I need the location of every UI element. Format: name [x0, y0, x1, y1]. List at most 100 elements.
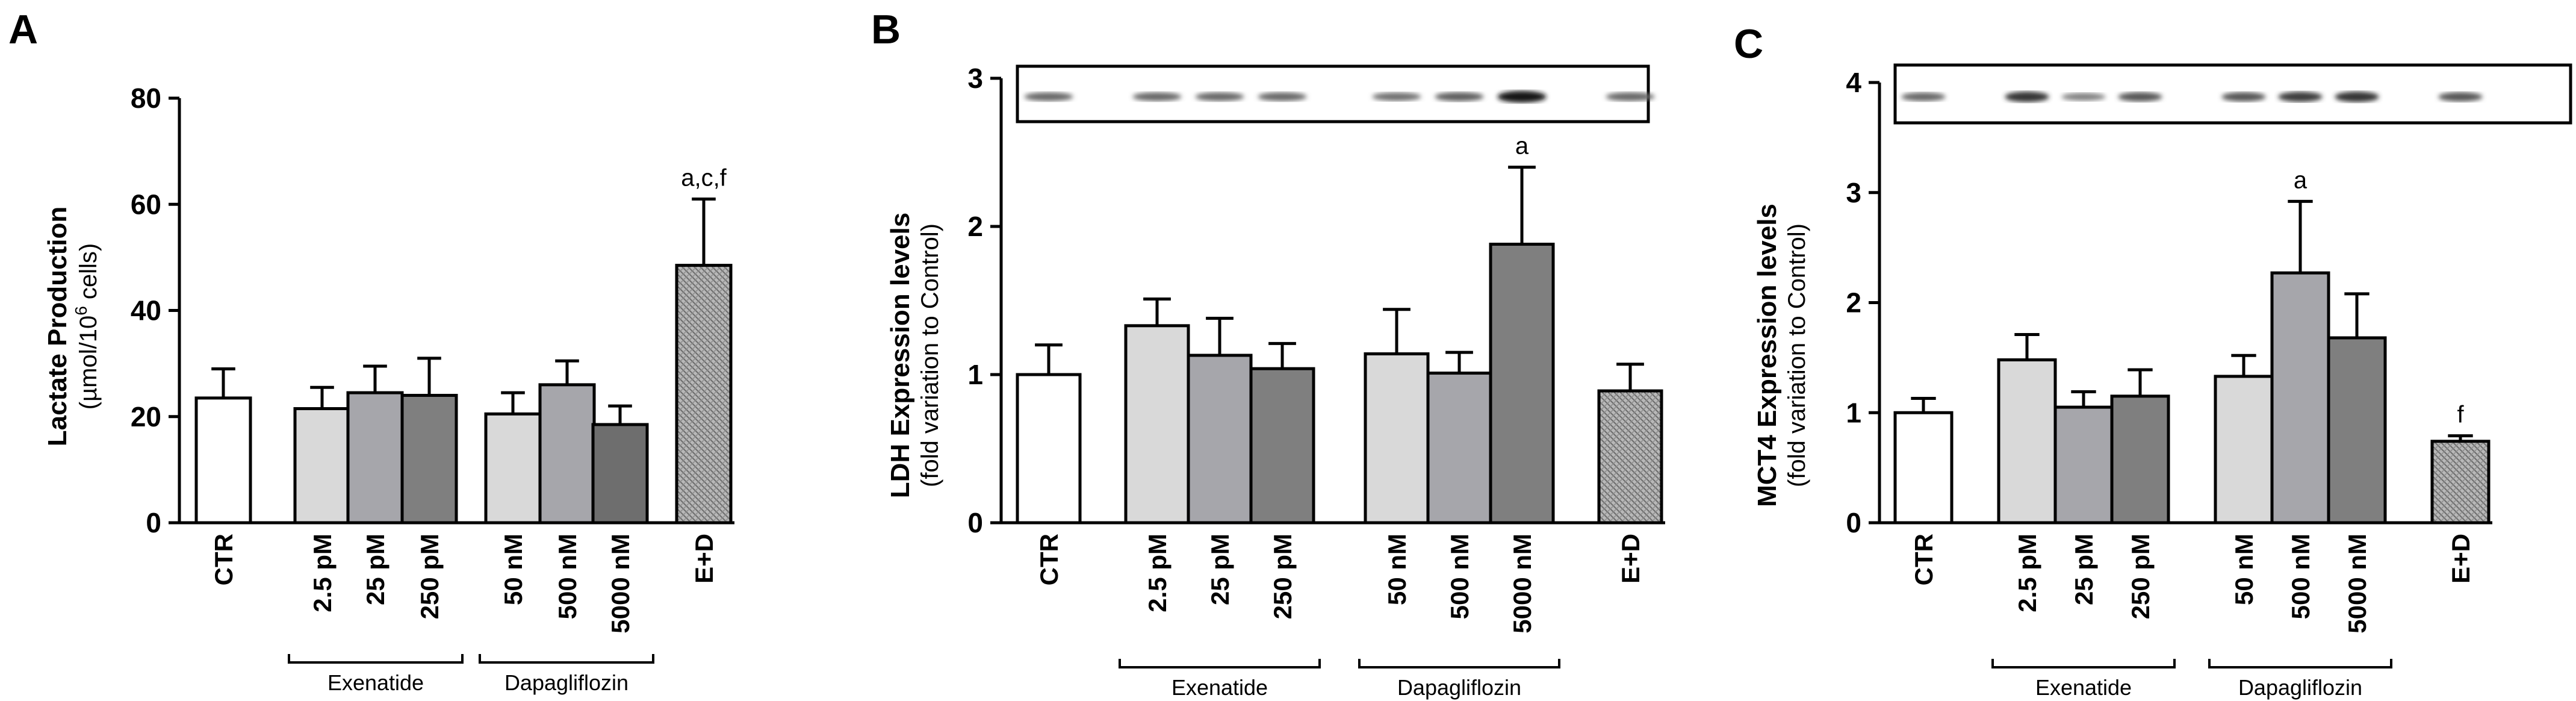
panel-b-letter: B — [871, 7, 901, 52]
panel-c-x-tick-label: 250 pM — [2126, 534, 2155, 619]
panel-c-blot-band — [2438, 92, 2483, 102]
panel-c-bar — [2327, 336, 2387, 525]
panel-a-x-tick-label: 500 nM — [553, 534, 582, 619]
panel-a-bar — [293, 407, 351, 525]
panel-a-x-tick-label: 2.5 pM — [308, 534, 337, 612]
panel-b-blot-band — [1258, 92, 1307, 101]
panel-c-letter: C — [1734, 21, 1763, 67]
panel-c-group-label: Exenatide — [2035, 675, 2132, 700]
panel-c-blot-band — [1901, 92, 1946, 102]
panel-c-bar — [2214, 375, 2274, 525]
panel-b-blot-band — [1606, 92, 1655, 101]
panel-c-group-bracket — [1991, 659, 2176, 668]
panel-a-x-tick-label: 250 pM — [415, 534, 444, 619]
panel-b-ylabel-unit: (fold variation to Control) — [917, 223, 943, 487]
panel-b-significance-label: a — [1515, 133, 1529, 160]
panel-b-blot-band — [1435, 92, 1484, 102]
panel-b-x-tick-label: 2.5 pM — [1143, 534, 1172, 612]
panel-b-blot-band — [1132, 92, 1182, 101]
panel-b-y-tick-label: 3 — [967, 63, 983, 94]
panel-b: B LDH Expression levels (fold variation … — [871, 7, 1665, 700]
panel-b-y-tick-label: 1 — [967, 359, 983, 390]
panel-b-blot-band — [1024, 92, 1073, 101]
panel-a-x-tick-label: 50 nM — [499, 534, 527, 605]
panel-b-y-tick-label: 0 — [967, 507, 983, 538]
panel-c-group-label: Dapagliflozin — [2238, 675, 2362, 700]
panel-a-group-bracket — [479, 654, 654, 664]
panel-b-bar — [1187, 354, 1253, 525]
panel-b-x-tick-label: E+D — [1616, 534, 1645, 584]
panel-a-ylabel: Lactate Production — [43, 207, 72, 447]
panel-c-blot-band — [2221, 92, 2266, 102]
panel-b-x-tick-label: 50 nM — [1383, 534, 1411, 605]
panel-c-x-tick-label: 25 pM — [2070, 534, 2098, 605]
panel-a-x-tick-label: 5000 nM — [606, 534, 635, 634]
panel-a-bar — [538, 383, 596, 525]
panel-b-bar — [1426, 372, 1492, 525]
panel-c-blot-band — [2005, 92, 2049, 102]
panel-b-x-tick-label: 5000 nM — [1508, 534, 1536, 634]
panel-a-bar — [194, 396, 252, 525]
panel-a-significance-label: a,c,f — [681, 164, 727, 191]
panel-c-significance-label: f — [2457, 402, 2464, 428]
panel-c-x-tick-label: 2.5 pM — [2013, 534, 2041, 612]
panel-c-ylabel: MCT4 Expression levels — [1752, 204, 1782, 507]
panel-b-x-tick-label: CTR — [1035, 534, 1063, 585]
panel-c-x-tick-label: CTR — [1910, 534, 1938, 585]
panel-b-bar — [1016, 373, 1082, 525]
panel-c-bar — [2430, 440, 2491, 525]
panel-a-y-tick-label: 20 — [131, 401, 161, 432]
panel-c: C MCT4 Expression levels (fold variation… — [1734, 21, 2572, 700]
panel-a-y-tick-label: 40 — [131, 295, 161, 326]
panel-b-group-bracket — [1119, 659, 1321, 668]
panel-c-y-tick-label: 0 — [1846, 507, 1861, 538]
panel-b-group-label: Dapagliflozin — [1397, 675, 1521, 700]
panel-c-y-tick-label: 3 — [1846, 177, 1861, 208]
panel-c-x-tick-label: E+D — [2447, 534, 2475, 584]
panel-b-bar — [1597, 389, 1663, 525]
panel-b-ylabel: LDH Expression levels — [886, 213, 915, 498]
panel-c-bar — [1997, 358, 2057, 525]
panel-c-bar — [2053, 405, 2114, 525]
panel-c-x-tick-label: 50 nM — [2230, 534, 2258, 605]
panel-a-group-label: Dapagliflozin — [504, 670, 628, 695]
panel-b-bar — [1124, 324, 1190, 525]
panel-c-y-tick-label: 2 — [1846, 287, 1861, 319]
panel-c-bar — [2270, 271, 2330, 525]
panel-c-blot-band — [2335, 92, 2379, 102]
panel-c-significance-label: a — [2294, 167, 2308, 193]
panel-a-bar — [591, 423, 649, 525]
panel-c-x-tick-label: 500 nM — [2286, 534, 2315, 619]
panel-a-y-tick-label: 80 — [131, 83, 161, 114]
panel-b-bar — [1249, 367, 1315, 525]
panel-a-x-tick-label: 25 pM — [361, 534, 390, 605]
panel-b-blot-band — [1195, 92, 1244, 101]
panel-b-x-tick-label: 500 nM — [1445, 534, 1474, 619]
panel-a-x-tick-label: CTR — [209, 534, 238, 585]
panel-a-letter: A — [8, 7, 38, 52]
panel-c-blot-band — [2061, 93, 2106, 101]
panel-c-y-tick-label: 1 — [1846, 397, 1861, 428]
panel-b-group-label: Exenatide — [1172, 675, 1268, 700]
panel-b-y-tick-label: 2 — [967, 211, 983, 242]
panel-c-blot-band — [2278, 92, 2323, 102]
panel-c-group-bracket — [2208, 659, 2392, 668]
panel-c-ylabel-unit: (fold variation to Control) — [1784, 223, 1810, 487]
panel-a-bar — [400, 394, 458, 525]
panel-b-blot-band — [1497, 90, 1547, 103]
panel-c-x-tick-label: 5000 nM — [2343, 534, 2371, 634]
panel-a-x-tick-label: E+D — [690, 534, 718, 584]
panel-a-group-label: Exenatide — [327, 670, 424, 695]
panel-b-blot-frame — [1016, 64, 1650, 123]
panel-b-bar — [1364, 352, 1430, 525]
panel-b-x-tick-label: 250 pM — [1268, 534, 1297, 619]
panel-c-blot-band — [2118, 92, 2162, 102]
panel-a-bar — [484, 412, 542, 525]
panel-a-ylabel-unit: (µmol/106 cells) — [72, 243, 102, 410]
panel-a-bar — [675, 264, 733, 525]
panel-b-bar — [1489, 243, 1555, 525]
panel-a-group-bracket — [288, 654, 464, 664]
panel-a: A Lactate Production (µmol/106 cells) 0 2… — [8, 7, 734, 695]
panel-b-x-tick-label: 25 pM — [1206, 534, 1234, 605]
